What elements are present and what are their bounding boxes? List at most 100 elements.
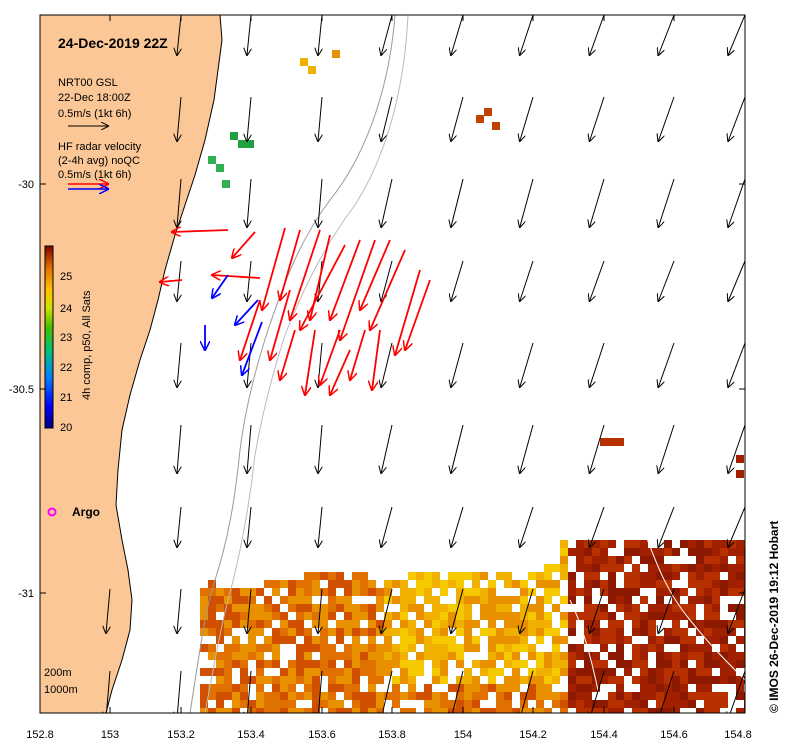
sst-tile [376, 692, 384, 700]
sst-tile [224, 668, 232, 676]
sst-tile [336, 700, 344, 708]
sst-tile [264, 596, 272, 604]
sst-tile [208, 684, 216, 692]
sst-tile [608, 580, 616, 588]
sst-tile [320, 588, 328, 596]
sst-tile [280, 676, 288, 684]
sst-tile [536, 596, 544, 604]
sst-tile [704, 700, 712, 708]
sst-tile [416, 612, 424, 620]
sst-tile [696, 588, 704, 596]
sst-tile [688, 676, 696, 684]
sst-tile [704, 668, 712, 676]
sst-tile [680, 652, 688, 660]
sst-tile [544, 652, 552, 660]
argo-marker [47, 507, 57, 517]
sst-tile [312, 644, 320, 652]
contour-1000m [204, 15, 409, 713]
sst-tile [352, 580, 360, 588]
sst-tile [576, 564, 584, 572]
sst-tile [224, 644, 232, 652]
sst-tile [480, 692, 488, 700]
sst-tile [208, 612, 216, 620]
sst-tile [328, 708, 336, 713]
sst-tile [456, 660, 464, 668]
sst-tile [272, 628, 280, 636]
sst-tile [408, 596, 416, 604]
sst-tile [448, 580, 456, 588]
sst-tile [456, 580, 464, 588]
sst-tile [352, 708, 360, 713]
sst-tile [720, 580, 728, 588]
sst-tile [600, 660, 608, 668]
sst-tile [264, 700, 272, 708]
sst-tile [624, 668, 632, 676]
sst-tile [248, 628, 256, 636]
model-current-arrow [247, 96, 251, 141]
sst-tile [464, 676, 472, 684]
sst-tile [384, 596, 392, 604]
sst-tile [584, 636, 592, 644]
sst-tile [736, 660, 744, 668]
x-tick-label: 154.8 [724, 729, 752, 741]
sst-tile [224, 676, 232, 684]
sst-tile [640, 612, 648, 620]
sst-tile [656, 548, 664, 556]
sst-tile [736, 548, 744, 556]
sst-tile [256, 628, 264, 636]
sst-tile [584, 660, 592, 668]
radar-arrow-red [405, 279, 431, 350]
sst-tile [480, 612, 488, 620]
sst-tile [648, 556, 656, 564]
sst-tile [464, 668, 472, 676]
sst-tile [720, 620, 728, 628]
sst-tile [424, 620, 432, 628]
sst-tile [592, 668, 600, 676]
sst-tile [368, 676, 376, 684]
sst-tile [400, 636, 408, 644]
sst-tile [304, 644, 312, 652]
sst-tile [472, 700, 480, 708]
sst-tile [512, 644, 520, 652]
x-tick-label: 153.8 [378, 729, 406, 741]
sst-tile [344, 628, 352, 636]
sst-tile [672, 548, 680, 556]
sst-tile [696, 548, 704, 556]
sst-tile [736, 708, 744, 713]
model-current-arrow [318, 506, 322, 547]
sst-tile [496, 636, 504, 644]
sst-tile [592, 660, 600, 668]
model-current-arrow [381, 588, 393, 633]
sst-tile [608, 628, 616, 636]
sst-tile [384, 668, 392, 676]
sst-tile [640, 596, 648, 604]
sst-tile [616, 692, 624, 700]
colorbar-label: 4h comp, p50, All Sats [81, 290, 93, 400]
sst-tile [416, 660, 424, 668]
sst-tile [424, 572, 432, 580]
sst-tile [680, 540, 688, 548]
sst-tile [624, 556, 632, 564]
model-current-arrow [247, 15, 251, 55]
model-current-arrow [590, 96, 605, 141]
sst-tile [536, 668, 544, 676]
sst-tile [304, 660, 312, 668]
sst-tile [656, 668, 664, 676]
sst-tile [384, 588, 392, 596]
sst-tile [216, 676, 224, 684]
sst-tile [616, 596, 624, 604]
sst-tile [528, 676, 536, 684]
sst-tile [296, 620, 304, 628]
sst-tile [296, 652, 304, 660]
sst-tile [704, 676, 712, 684]
sst-tile [440, 604, 448, 612]
sst-tile [416, 572, 424, 580]
sst-tile [592, 636, 600, 644]
sst-tile [360, 572, 368, 580]
sst-tile [680, 628, 688, 636]
sst-tile [680, 564, 688, 572]
sst-tile [624, 540, 632, 548]
radar-arrow-red [330, 349, 351, 395]
sst-tile [704, 636, 712, 644]
sst-tile [272, 580, 280, 588]
